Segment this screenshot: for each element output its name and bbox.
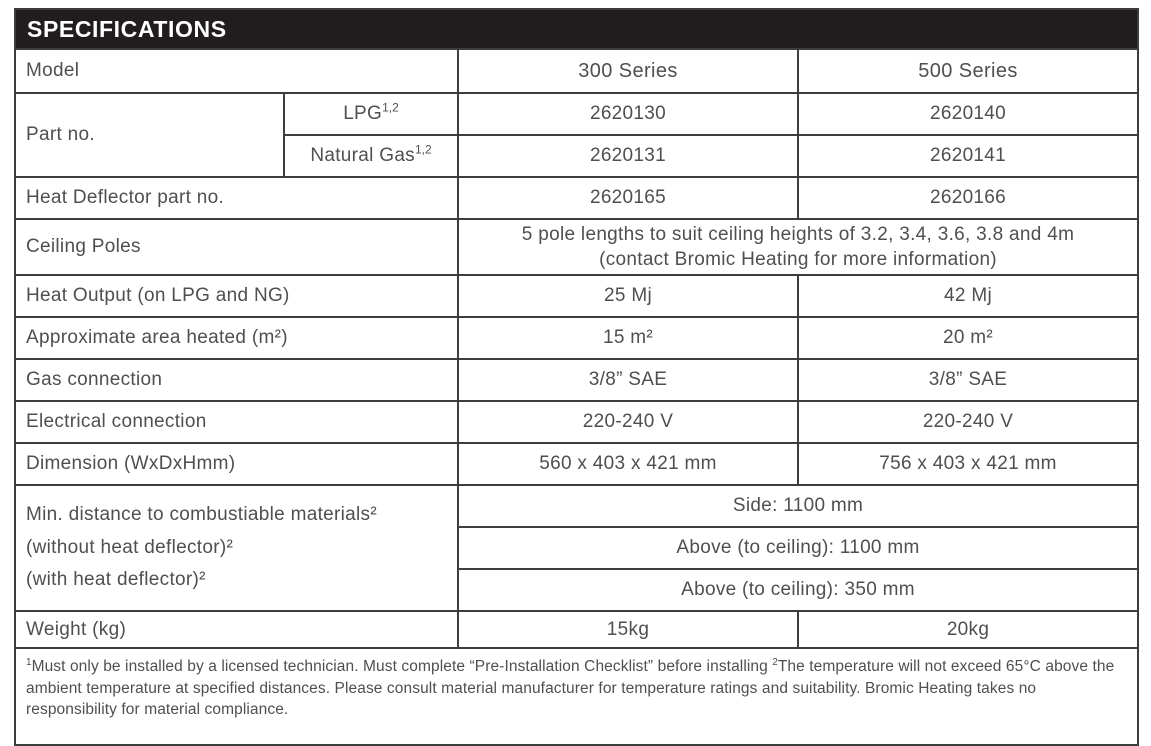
part-no-natural-gas-row: Natural Gas1,2 2620131 2620141 xyxy=(15,134,1140,178)
footnote-cell: 1Must only be installed by a licensed te… xyxy=(13,647,1140,746)
value-min-distance-side: Side: 1100 mm xyxy=(456,484,1140,529)
value-weight-500-series: 20kg xyxy=(796,610,1140,650)
column-header-300-series: 300 Series xyxy=(457,48,799,94)
value-dimension-500-series: 756 x 403 x 421 mm xyxy=(796,442,1140,487)
min-distance-above-with-row: Above (to ceiling): 350 mm xyxy=(15,568,1140,613)
specifications-header-row: SPECIFICATIONS xyxy=(13,8,1140,50)
footnote-marker-2: 2 xyxy=(772,657,778,668)
footnote-text-2: The temperature will not exceed 65°C abo… xyxy=(26,658,1115,718)
specifications-header-bar: SPECIFICATIONS xyxy=(13,8,1140,50)
value-lpg-500-series: 2620140 xyxy=(796,92,1140,136)
row-label-heat-output: Heat Output (on LPG and NG) xyxy=(14,274,459,319)
value-natural-gas-300-series: 2620131 xyxy=(457,134,799,178)
sub-label-lpg: LPG1,2 xyxy=(283,92,459,136)
area-heated-row: Approximate area heated (m²) 15 m² 20 m² xyxy=(14,316,1140,361)
value-heat-deflector-300-series: 2620165 xyxy=(457,176,799,220)
value-lpg-300-series: 2620130 xyxy=(457,92,799,136)
natural-gas-label-text: Natural Gas xyxy=(310,145,415,166)
value-gas-connection-500-series: 3/8” SAE xyxy=(796,358,1140,403)
heat-deflector-row: Heat Deflector part no. 2620165 2620166 xyxy=(14,176,1140,220)
footnote-marker-1: 1 xyxy=(26,657,32,668)
lpg-footnote-marker: 1,2 xyxy=(382,100,399,115)
value-heat-deflector-500-series: 2620166 xyxy=(796,176,1140,220)
value-weight-300-series: 15kg xyxy=(457,610,799,650)
value-dimension-300-series: 560 x 403 x 421 mm xyxy=(457,442,799,487)
min-distance-side-row: Min. distance to combustiable materials²… xyxy=(14,484,1140,613)
row-label-electrical-connection: Electrical connection xyxy=(14,400,459,445)
value-electrical-connection-500-series: 220-240 V xyxy=(796,400,1140,445)
page-title: SPECIFICATIONS xyxy=(27,15,227,42)
value-ceiling-poles: 5 pole lengths to suit ceiling heights o… xyxy=(456,217,1140,277)
value-min-distance-above-without-deflector: Above (to ceiling): 1100 mm xyxy=(456,526,1140,571)
value-area-heated-500-series: 20 m² xyxy=(796,316,1140,361)
row-label-heat-deflector: Heat Deflector part no. xyxy=(14,176,459,220)
footnote-text-1: Must only be installed by a licensed tec… xyxy=(31,658,773,676)
row-label-part-no: Part no. xyxy=(14,92,285,178)
value-area-heated-300-series: 15 m² xyxy=(457,316,799,361)
value-gas-connection-300-series: 3/8” SAE xyxy=(457,358,799,403)
footnote-row: 1Must only be installed by a licensed te… xyxy=(13,647,1140,746)
value-natural-gas-500-series: 2620141 xyxy=(796,134,1140,178)
row-label-gas-connection: Gas connection xyxy=(14,358,459,403)
ceiling-poles-row: Ceiling Poles 5 pole lengths to suit cei… xyxy=(14,217,1140,277)
value-min-distance-above-with-deflector: Above (to ceiling): 350 mm xyxy=(456,568,1140,613)
dimension-row: Dimension (WxDxHmm) 560 x 403 x 421 mm 7… xyxy=(14,442,1140,487)
natural-gas-footnote-marker: 1,2 xyxy=(415,142,432,157)
column-header-500-series: 500 Series xyxy=(796,48,1140,94)
lpg-label-text: LPG xyxy=(343,103,383,124)
row-label-area-heated: Approximate area heated (m²) xyxy=(14,316,459,361)
row-label-weight: Weight (kg) xyxy=(14,610,459,650)
row-label-min-distance: Min. distance to combustiable materials²… xyxy=(14,484,459,613)
row-label-dimension: Dimension (WxDxHmm) xyxy=(14,442,459,487)
gas-connection-row: Gas connection 3/8” SAE 3/8” SAE xyxy=(14,358,1140,403)
electrical-connection-row: Electrical connection 220-240 V 220-240 … xyxy=(14,400,1140,445)
row-label-model: Model xyxy=(14,48,459,94)
heat-output-row: Heat Output (on LPG and NG) 25 Mj 42 Mj xyxy=(14,274,1140,319)
specifications-table: SPECIFICATIONS Model 300 Series 500 Seri… xyxy=(13,8,1140,746)
min-distance-above-without-row: Above (to ceiling): 1100 mm xyxy=(15,526,1140,571)
value-heat-output-300-series: 25 Mj xyxy=(457,274,799,319)
value-electrical-connection-300-series: 220-240 V xyxy=(457,400,799,445)
model-row: Model 300 Series 500 Series xyxy=(14,48,1140,94)
part-no-lpg-row: Part no. LPG1,2 2620130 2620140 xyxy=(14,92,1140,178)
value-heat-output-500-series: 42 Mj xyxy=(796,274,1140,319)
row-label-ceiling-poles: Ceiling Poles xyxy=(14,217,459,277)
sub-label-natural-gas: Natural Gas1,2 xyxy=(283,134,459,178)
weight-row: Weight (kg) 15kg 20kg xyxy=(14,610,1140,650)
